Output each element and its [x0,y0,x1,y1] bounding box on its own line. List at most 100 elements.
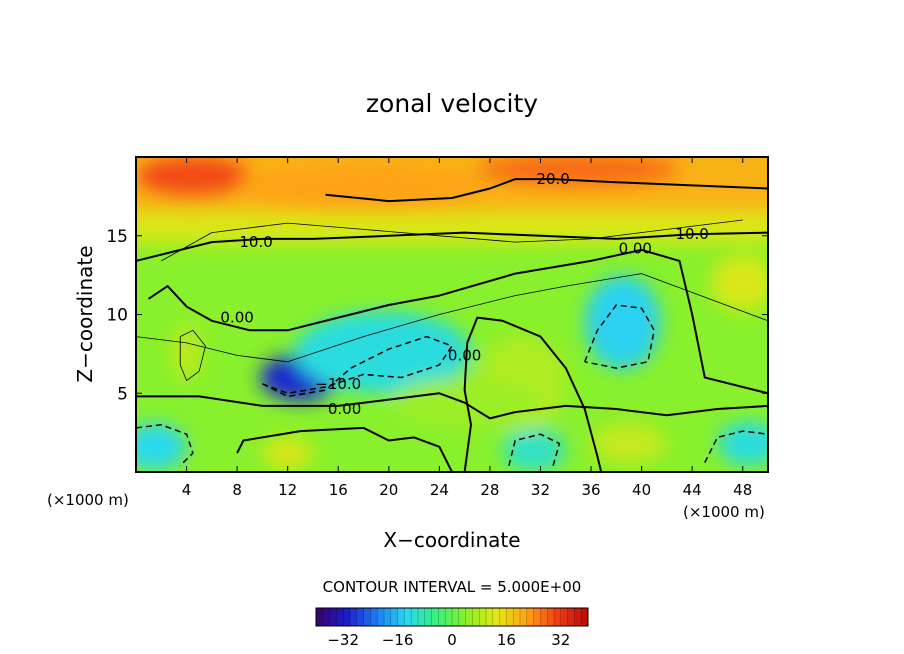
contour-line-11 [161,219,743,262]
contour-line-12 [136,273,768,363]
x-unit-left: (×1000 m) [47,491,129,509]
x-tick-label-2: 12 [278,481,297,499]
x-axis: 4 8 12 16 20 24 28 32 36 40 44 48 [182,157,752,499]
colorbar-cell-21 [458,608,466,626]
colorbar-cell-11 [390,608,398,626]
colorbar-cell-16 [424,608,432,626]
contour-label-4: 0.00 [220,309,253,327]
colorbar-cell-19 [445,608,453,626]
colorbar-tick-label-4: 32 [551,631,570,649]
x-tick-label-0: 4 [182,481,192,499]
contour-line-7 [584,304,655,369]
field-blobs [136,157,768,472]
colorbar-cell-27 [499,608,507,626]
colorbar-tick-label-2: 0 [447,631,457,649]
upper-mid-band [136,212,768,244]
x-tick-label-5: 24 [430,481,449,499]
contour-label-6: 0.00 [328,400,361,418]
contour-line-2 [148,248,768,395]
field-blob-3 [502,427,566,472]
colorbar-cell-26 [492,608,500,626]
contour-line-4 [463,316,603,472]
colorbar-cell-8 [370,608,378,626]
contour-labels: 20.0 10.0 10.0 0.00 0.00 −10.0 0.00 0.00 [220,170,708,418]
field-blob-12 [136,157,250,195]
colorbar-cell-35 [554,608,562,626]
x-tick-label-3: 16 [329,481,348,499]
colorbar-cell-32 [533,608,541,626]
contour-interval-text: CONTOUR INTERVAL = 5.000E+00 [323,578,582,596]
contour-label-3: 0.00 [619,239,652,257]
colorbar-tick-label-3: 16 [497,631,516,649]
field-blob-5 [717,421,768,466]
colorbar-cell-28 [506,608,514,626]
colorbar-cell-20 [452,608,460,626]
field-blob-7 [171,323,202,381]
x-tick-label-9: 40 [632,481,651,499]
colorbar-cell-33 [540,608,548,626]
chart-title: zonal velocity [366,89,538,118]
contour-line-9 [136,424,194,467]
colorbar-cell-6 [356,608,364,626]
colorbar-cell-2 [329,608,337,626]
contour-line-13 [179,329,206,381]
colorbar-cell-17 [431,608,439,626]
x-tick-label-7: 32 [531,481,550,499]
contour-line-1 [136,231,768,262]
y-axis: 5 10 15 [106,227,768,404]
contour-line-6 [262,335,453,398]
colorbar-cell-4 [343,608,351,626]
colorbar-cell-23 [472,608,480,626]
colorbar-cell-13 [404,608,412,626]
x-tick-label-11: 48 [733,481,752,499]
colorbar-cell-7 [363,608,371,626]
colorbar-cell-0 [316,608,324,626]
field-blob-14 [237,166,490,205]
x-tick-label-6: 28 [480,481,499,499]
colorbar-cell-15 [418,608,426,626]
field-blob-2 [584,275,661,370]
colorbar-cell-9 [377,608,385,626]
contour-label-2: 10.0 [675,225,708,243]
contour-label-7: 0.00 [448,346,481,364]
colorbar-cell-36 [560,608,568,626]
colorbar-cell-18 [438,608,446,626]
colorbar-frame [315,607,589,627]
colorbar-ticks: −32 −16 0 16 32 [327,631,570,649]
contour-label-0: 20.0 [536,170,569,188]
heatmap-field [136,157,768,472]
y-tick-label-1: 10 [106,306,128,326]
y-tick-label-2: 15 [106,227,128,247]
contour-label-5: −10.0 [315,375,361,393]
x-unit-right: (×1000 m) [683,503,765,521]
x-tick-label-8: 36 [581,481,600,499]
contour-line-3 [136,392,768,420]
contour-line-8 [508,433,561,466]
colorbar-cell-29 [513,608,521,626]
colorbar-cell-10 [384,608,392,626]
field-blob-4 [136,423,187,471]
contour-label-1: 10.0 [239,233,272,251]
contour-line-0 [325,178,768,203]
colorbar-cell-22 [465,608,473,626]
colorbar-cell-30 [520,608,528,626]
y-axis-label: Z−coordinate [73,245,97,382]
colorbar-cell-34 [547,608,555,626]
colorbar-cell-39 [581,608,589,626]
x-tick-label-1: 8 [232,481,242,499]
colorbar-cell-31 [526,608,534,626]
colorbar-cell-37 [567,608,575,626]
field-blob-6 [262,437,313,469]
contour-line-5 [236,426,453,472]
x-tick-label-10: 44 [683,481,702,499]
colorbar-cell-3 [336,608,344,626]
colorbar-cell-25 [486,608,494,626]
contour-lines [136,178,768,472]
contour-line-10 [704,430,768,463]
colorbar [315,607,589,627]
x-axis-label: X−coordinate [383,528,520,552]
colorbar-cell-5 [350,608,358,626]
colorbar-tick-label-1: −16 [382,631,414,649]
colorbar-cell-38 [574,608,582,626]
